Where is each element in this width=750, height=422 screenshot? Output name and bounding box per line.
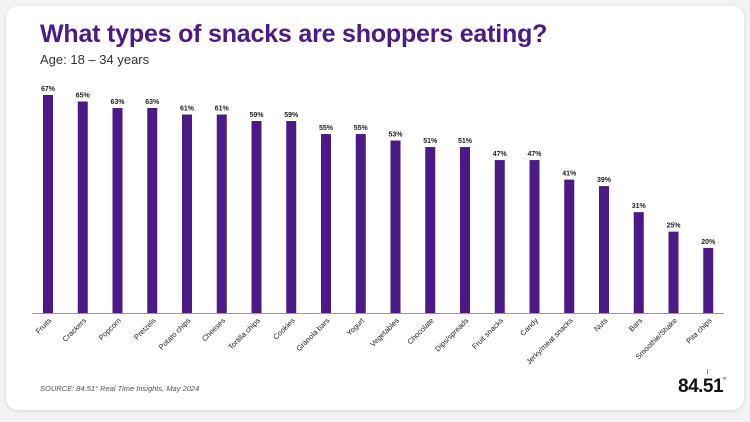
x-tick-label: Nuts (592, 316, 609, 333)
data-label: 65% (76, 93, 91, 100)
x-tick-label: Cheeses (200, 316, 227, 343)
x-tick-label: Pita chips (684, 316, 714, 346)
bar (182, 114, 192, 313)
chart-title: What types of snacks are shoppers eating… (40, 20, 548, 48)
chart-subtitle: Age: 18 – 34 years (40, 52, 150, 67)
data-label: 59% (284, 112, 299, 119)
bar (668, 231, 679, 313)
bar (390, 140, 401, 313)
data-label: 47% (527, 151, 542, 158)
bar (564, 179, 575, 313)
data-label: 63% (145, 99, 160, 106)
x-tick-label: Popcorn (97, 316, 123, 342)
x-tick-label: Crackers (61, 316, 89, 344)
bar (355, 134, 366, 313)
bar (147, 108, 158, 313)
bar (286, 121, 297, 314)
data-label: 61% (180, 106, 195, 113)
bar (529, 160, 540, 313)
bar (251, 121, 262, 314)
data-label: 25% (666, 223, 681, 230)
data-label: 47% (493, 151, 508, 158)
bar (460, 147, 470, 313)
x-tick-label: Pretzels (132, 316, 158, 342)
bar (321, 134, 331, 313)
bar (77, 101, 88, 313)
data-label: 51% (423, 138, 438, 145)
source-note: SOURCE: 84.51° Real Time Insights, May 2… (40, 384, 200, 393)
x-tick-label: Cookies (271, 316, 297, 342)
x-tick-label: Fruits (34, 316, 54, 336)
bar (703, 247, 714, 313)
x-tick-label: Vegetables (368, 316, 401, 349)
bar (494, 160, 505, 313)
bar (425, 147, 436, 313)
data-label: 39% (597, 177, 612, 184)
data-label: 31% (632, 203, 647, 210)
data-label: 67% (41, 86, 56, 93)
x-tick-label: Bars (627, 316, 644, 333)
logo-divider (707, 369, 708, 374)
x-tick-label: Chocolate (405, 316, 435, 346)
data-label: 20% (701, 239, 716, 246)
bar (112, 108, 123, 313)
brand-logo: 84.51° (678, 376, 726, 397)
x-tick-label: Fruit snacks (470, 316, 505, 351)
bar (216, 114, 227, 313)
bar (43, 95, 53, 313)
data-label: 41% (562, 171, 577, 178)
data-label: 55% (319, 125, 334, 132)
chart-card: What types of snacks are shoppers eating… (6, 6, 744, 410)
data-label: 55% (354, 125, 369, 132)
data-label: 53% (388, 132, 403, 139)
bar (633, 212, 644, 313)
x-tick-label: Dips/spreads (433, 316, 470, 353)
data-label: 51% (458, 138, 473, 145)
x-tick-label: Potato chips (157, 316, 193, 352)
x-tick-label: Candy (518, 316, 540, 338)
bar (599, 186, 609, 313)
data-label: 63% (110, 99, 125, 106)
data-label: 61% (215, 106, 230, 113)
x-tick-label: Yogurt (345, 315, 367, 337)
data-label: 59% (249, 112, 264, 119)
x-tick-label: Tortilla chips (226, 316, 262, 352)
bar-chart: 67% Fruits 65% Crackers 63% Popcorn 63% Pretzel… (32, 86, 725, 366)
x-tick-label: Granola bars (294, 316, 331, 353)
